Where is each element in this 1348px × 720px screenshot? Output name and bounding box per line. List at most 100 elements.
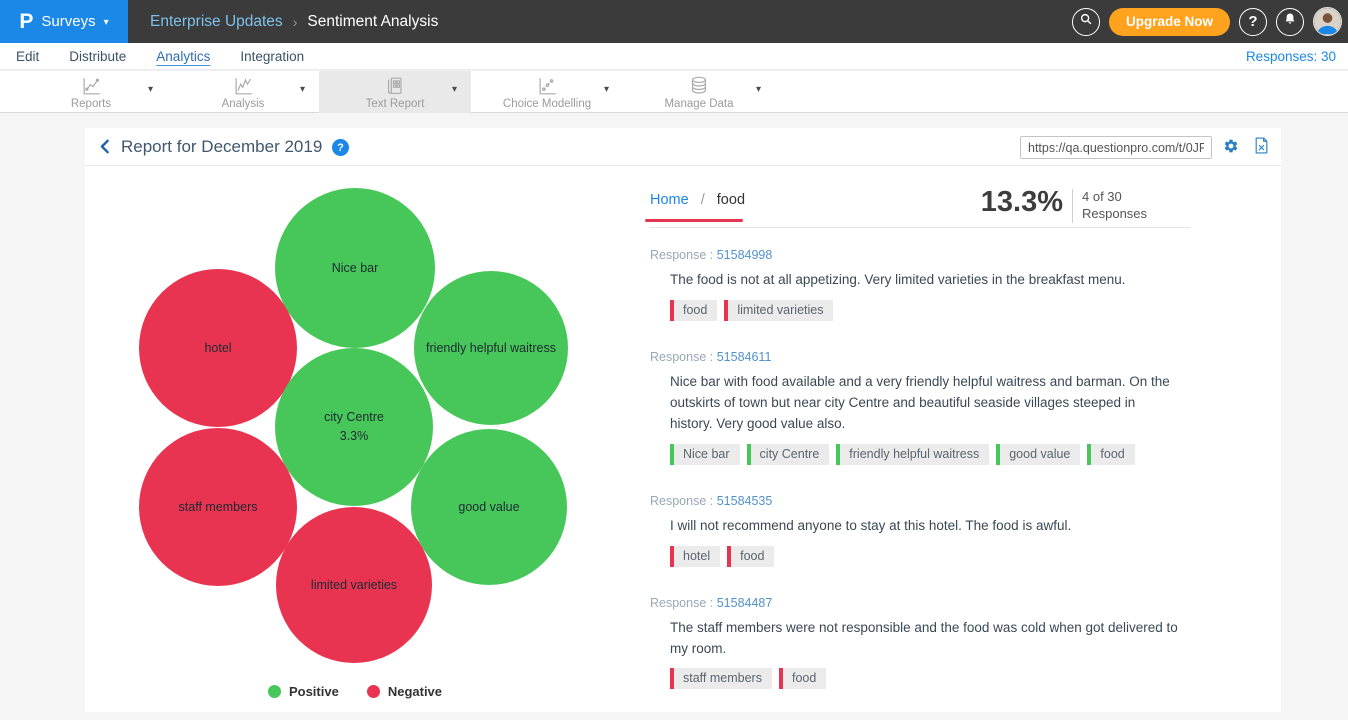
toolbar-item-label: Text Report (365, 97, 425, 110)
toolbar-item-analysis[interactable]: Analysis ▾ (167, 71, 319, 113)
responses-list: Response : 51584998 The food is not at al… (650, 228, 1190, 690)
bubble-label: limited varieties (310, 577, 398, 592)
response-id-link[interactable]: 51584998 (716, 248, 773, 262)
tag-percent: 13.3% (980, 186, 1063, 218)
legend-item-negative: Negative (366, 684, 443, 699)
bubble-city-centre[interactable]: city Centre 3.3% (275, 348, 433, 506)
bubble-nice-bar[interactable]: Nice bar (275, 188, 435, 348)
response-id-row: Response : 51584611 (650, 350, 1190, 364)
nav-item-distribute[interactable]: Distribute (69, 49, 127, 64)
toolbar-item-choice-modelling[interactable]: Choice Modelling ▾ (471, 71, 623, 113)
breadcrumb-survey-link[interactable]: Enterprise Updates (150, 12, 283, 30)
positive-dot-icon (267, 685, 281, 698)
responses-count-line1: 4 of 30 (1082, 189, 1122, 204)
export-document-icon[interactable] (1254, 137, 1269, 159)
help-button[interactable]: ? (1239, 7, 1267, 36)
response-text: The food is not at all appetizing. Very … (670, 272, 1126, 287)
response-label: Response : (650, 248, 717, 262)
dropdown-caret-icon[interactable]: ▾ (755, 84, 761, 95)
legend-label: Negative (387, 684, 443, 699)
report-card: Report for December 2019 ? Nice bar hotel… (85, 128, 1281, 712)
dropdown-caret-icon[interactable]: ▾ (147, 84, 153, 95)
nav-item-edit[interactable]: Edit (16, 49, 40, 64)
header-divider (1072, 189, 1073, 223)
response-tags: food limited varieties (670, 299, 1190, 321)
bubble-label: Nice bar (331, 260, 379, 275)
response-id-link[interactable]: 51584535 (716, 493, 773, 508)
tag-breadcrumb-separator: / (700, 192, 705, 208)
dropdown-caret-icon[interactable]: ▾ (603, 84, 609, 95)
bubble-label: hotel (204, 340, 232, 355)
tag-breadcrumb: Home / food (645, 192, 746, 222)
analysis-icon (232, 75, 254, 97)
bubble-label: staff members (178, 499, 258, 514)
tag-chip-hotel[interactable]: hotel (670, 545, 721, 567)
questionpro-logo: P (19, 9, 34, 33)
breadcrumb-current-page: Sentiment Analysis (307, 12, 439, 30)
toolbar-item-reports[interactable]: Reports ▾ (15, 71, 167, 113)
upgrade-now-button[interactable]: Upgrade Now (1108, 7, 1230, 36)
bubble-hotel[interactable]: hotel (139, 269, 297, 427)
tag-chip-friendly-helpful-waitress[interactable]: friendly helpful waitress (836, 443, 990, 465)
nav-item-integration[interactable]: Integration (240, 49, 305, 64)
toolbar-item-label: Analysis (221, 97, 265, 110)
responses-count[interactable]: Responses: 30 (1245, 49, 1336, 64)
report-title: Report for December 2019 (121, 137, 323, 156)
dropdown-caret-icon[interactable]: ▾ (451, 84, 457, 95)
tag-chip-city-centre[interactable]: city Centre (746, 443, 830, 465)
title-help-icon[interactable]: ? (332, 139, 349, 156)
tag-breadcrumb-home[interactable]: Home (650, 192, 689, 208)
response-id-row: Response : 51584487 (650, 596, 1190, 610)
search-button[interactable] (1071, 7, 1100, 36)
bubble-good-value[interactable]: good value (411, 429, 567, 585)
toolbar-item-label: Manage Data (664, 97, 734, 110)
toolbar-item-label: Reports (70, 97, 112, 110)
toolbar-item-text-report[interactable]: Text Report ▾ (319, 71, 471, 113)
tag-chip-nice-bar[interactable]: Nice bar (670, 443, 740, 465)
legend-label: Positive (288, 684, 339, 699)
bubble-staff-members[interactable]: staff members (139, 428, 297, 586)
tag-breadcrumb-current: food (716, 192, 746, 208)
bubble-value-label: 3.3% (339, 429, 369, 443)
settings-gear-icon[interactable] (1223, 138, 1239, 159)
top-bar: P Surveys ▾ Enterprise Updates › Sentime… (0, 0, 1348, 43)
nav-tabs: Edit Distribute Analytics Integration (16, 43, 304, 70)
toolbar-item-manage-data[interactable]: Manage Data ▾ (623, 71, 775, 113)
tag-chip-food[interactable]: food (1087, 443, 1135, 465)
response-id-link[interactable]: 51584611 (716, 349, 772, 364)
manage-data-icon (688, 75, 710, 97)
tag-chip-good-value[interactable]: good value (996, 443, 1081, 465)
tag-chip-food[interactable]: food (727, 545, 775, 567)
response-text: I will not recommend anyone to stay at t… (670, 517, 1072, 533)
responses-count-block: 4 of 30 Responses (1082, 188, 1147, 222)
report-header: Report for December 2019 ? (85, 128, 1281, 166)
tag-chip-food[interactable]: food (778, 668, 827, 690)
question-mark-icon: ? (1248, 13, 1258, 30)
response-label: Response : (650, 493, 717, 508)
response-item: Response : 51584535 I will not recommend … (650, 494, 1190, 567)
bubble-label: city Centre (324, 410, 384, 425)
tag-chip-food[interactable]: food (670, 299, 718, 321)
response-detail-panel: Home / food 13.3% 4 of 30 Responses Resp… (645, 186, 1190, 718)
response-item: Response : 51584998 The food is not at al… (650, 248, 1190, 321)
back-button[interactable] (97, 138, 114, 160)
response-id-row: Response : 51584998 (650, 248, 1190, 262)
notifications-button[interactable] (1276, 7, 1304, 36)
tag-chip-limited-varieties[interactable]: limited varieties (724, 299, 834, 321)
tag-chip-staff-members[interactable]: staff members (670, 668, 772, 690)
dropdown-caret-icon[interactable]: ▾ (299, 84, 305, 95)
analytics-toolbar: Reports ▾ Analysis ▾ Text Report ▾ Choice Mode… (0, 70, 1348, 113)
share-url-input[interactable] (1020, 136, 1212, 159)
surveys-menu[interactable]: P Surveys ▾ (0, 0, 128, 43)
response-tags: Nice bar city Centre friendly helpful wait… (670, 443, 1190, 465)
bubble-limited-varieties[interactable]: limited varieties (276, 507, 432, 663)
bubble-label: good value (458, 499, 520, 514)
legend-item-positive: Positive (267, 684, 339, 699)
chart-legend: Positive Negative (85, 684, 625, 699)
bubble-friendly-helpful-waitress[interactable]: friendly helpful waitress (414, 271, 568, 425)
text-report-icon (384, 75, 406, 97)
user-avatar[interactable] (1313, 7, 1342, 36)
response-text: Nice bar with food available and a very … (670, 373, 1170, 431)
response-id-link[interactable]: 51584487 (716, 595, 773, 610)
nav-item-analytics[interactable]: Analytics (156, 49, 211, 64)
